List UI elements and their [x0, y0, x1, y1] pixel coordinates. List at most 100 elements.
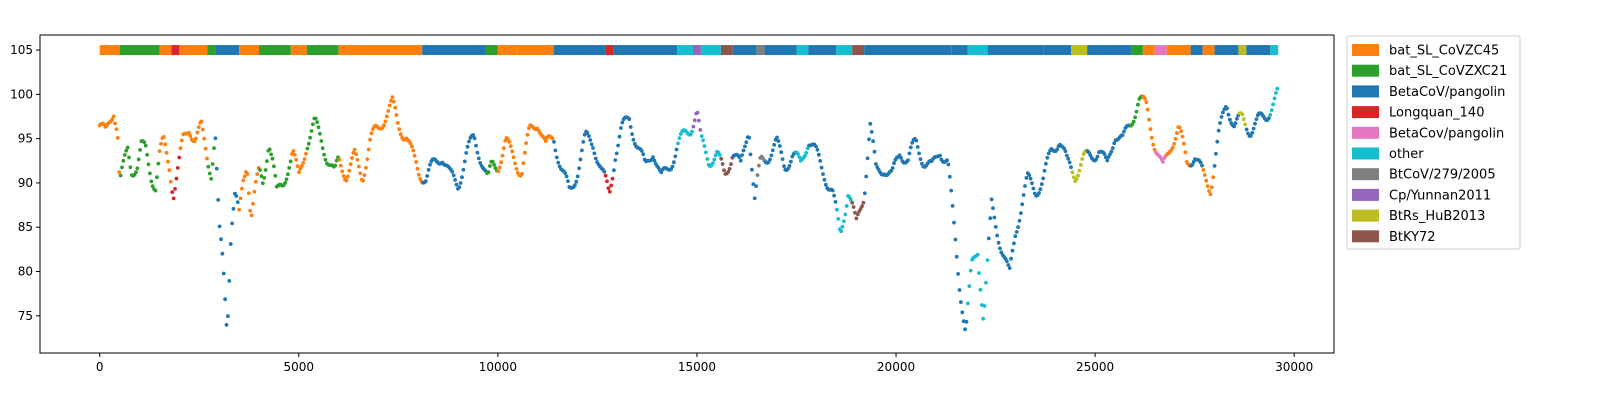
identity-point — [318, 131, 322, 136]
identity-point — [748, 152, 753, 157]
legend-label: BtCoV/279/2005 — [1389, 168, 1496, 183]
identity-point — [757, 163, 761, 168]
band-segment — [517, 45, 554, 56]
identity-point — [113, 121, 117, 126]
identity-point — [110, 117, 115, 122]
identity-point — [414, 160, 418, 164]
identity-point — [726, 170, 731, 174]
identity-point — [350, 156, 354, 160]
identity-point — [747, 135, 751, 140]
identity-point — [200, 127, 205, 132]
identity-point — [168, 179, 173, 184]
identity-point — [361, 178, 365, 183]
identity-point — [391, 99, 396, 104]
identity-point — [1215, 139, 1220, 144]
band-segment — [864, 45, 952, 56]
identity-point — [772, 143, 777, 147]
identity-point — [207, 171, 212, 176]
identity-point — [952, 220, 956, 225]
legend-label: BtKY72 — [1389, 230, 1436, 245]
legend-label: BtRs_HuB2013 — [1389, 209, 1485, 224]
identity-point — [704, 150, 708, 155]
identity-point — [610, 176, 615, 181]
identity-point — [953, 237, 958, 242]
identity-point — [1233, 121, 1238, 126]
identity-point — [692, 118, 697, 123]
identity-point — [947, 174, 952, 179]
identity-point — [839, 229, 843, 234]
legend-swatch — [1352, 147, 1379, 160]
identity-point — [467, 139, 471, 144]
identity-point — [408, 141, 413, 146]
band-segment — [258, 45, 291, 56]
identity-point — [989, 197, 994, 202]
identity-point — [803, 154, 807, 158]
identity-point — [984, 280, 988, 285]
identity-point — [988, 216, 993, 221]
identity-point — [1190, 162, 1195, 167]
identity-point — [602, 169, 607, 174]
identity-point — [673, 154, 678, 159]
identity-point — [556, 160, 561, 165]
identity-point — [246, 191, 251, 196]
band-segment — [1071, 45, 1088, 56]
identity-point — [202, 136, 207, 141]
band-segment — [1214, 45, 1239, 56]
band-segment — [338, 45, 379, 56]
identity-point — [1009, 256, 1013, 261]
identity-point — [323, 157, 328, 162]
identity-point — [1024, 176, 1029, 180]
identity-point — [616, 143, 620, 148]
identity-point — [161, 135, 166, 139]
identity-point — [1170, 145, 1175, 150]
identity-point — [358, 171, 363, 176]
identity-point — [1041, 176, 1045, 181]
identity-point — [821, 172, 825, 177]
identity-point — [717, 153, 722, 157]
identity-point — [1268, 113, 1273, 117]
identity-point — [631, 137, 636, 142]
identity-point — [351, 150, 356, 155]
identity-point — [702, 144, 707, 148]
identity-point — [986, 236, 991, 241]
x-tick-label: 30000 — [1275, 360, 1313, 374]
identity-point — [751, 182, 756, 187]
identity-point — [115, 136, 120, 140]
identity-point — [580, 148, 584, 153]
identity-point — [135, 166, 140, 171]
identity-point — [272, 164, 276, 169]
band-segment — [613, 45, 678, 56]
identity-point — [1226, 112, 1231, 117]
identity-point — [854, 216, 859, 221]
band-segment — [692, 45, 701, 56]
identity-point — [157, 149, 162, 154]
identity-point — [818, 159, 823, 163]
identity-point — [136, 157, 141, 162]
identity-point — [674, 147, 679, 152]
identity-point — [490, 159, 495, 164]
identity-point — [786, 166, 790, 171]
identity-point — [1080, 157, 1085, 161]
identity-point — [977, 271, 981, 275]
identity-point — [514, 167, 519, 171]
identity-point — [804, 151, 809, 155]
identity-point — [609, 183, 614, 188]
identity-point — [287, 166, 292, 170]
identity-point — [283, 181, 287, 185]
identity-point — [125, 145, 130, 150]
identity-point — [138, 148, 143, 152]
identity-point — [348, 162, 353, 167]
identity-point — [1205, 184, 1210, 189]
identity-point — [478, 161, 483, 165]
identity-point — [194, 136, 198, 141]
x-tick-label: 0 — [96, 360, 104, 374]
identity-point — [617, 134, 622, 139]
identity-point — [871, 139, 875, 144]
identity-point — [267, 147, 272, 152]
identity-point — [1201, 168, 1206, 172]
identity-point — [641, 152, 646, 157]
identity-point — [566, 179, 570, 184]
identity-point — [344, 178, 349, 183]
identity-point — [465, 144, 470, 149]
